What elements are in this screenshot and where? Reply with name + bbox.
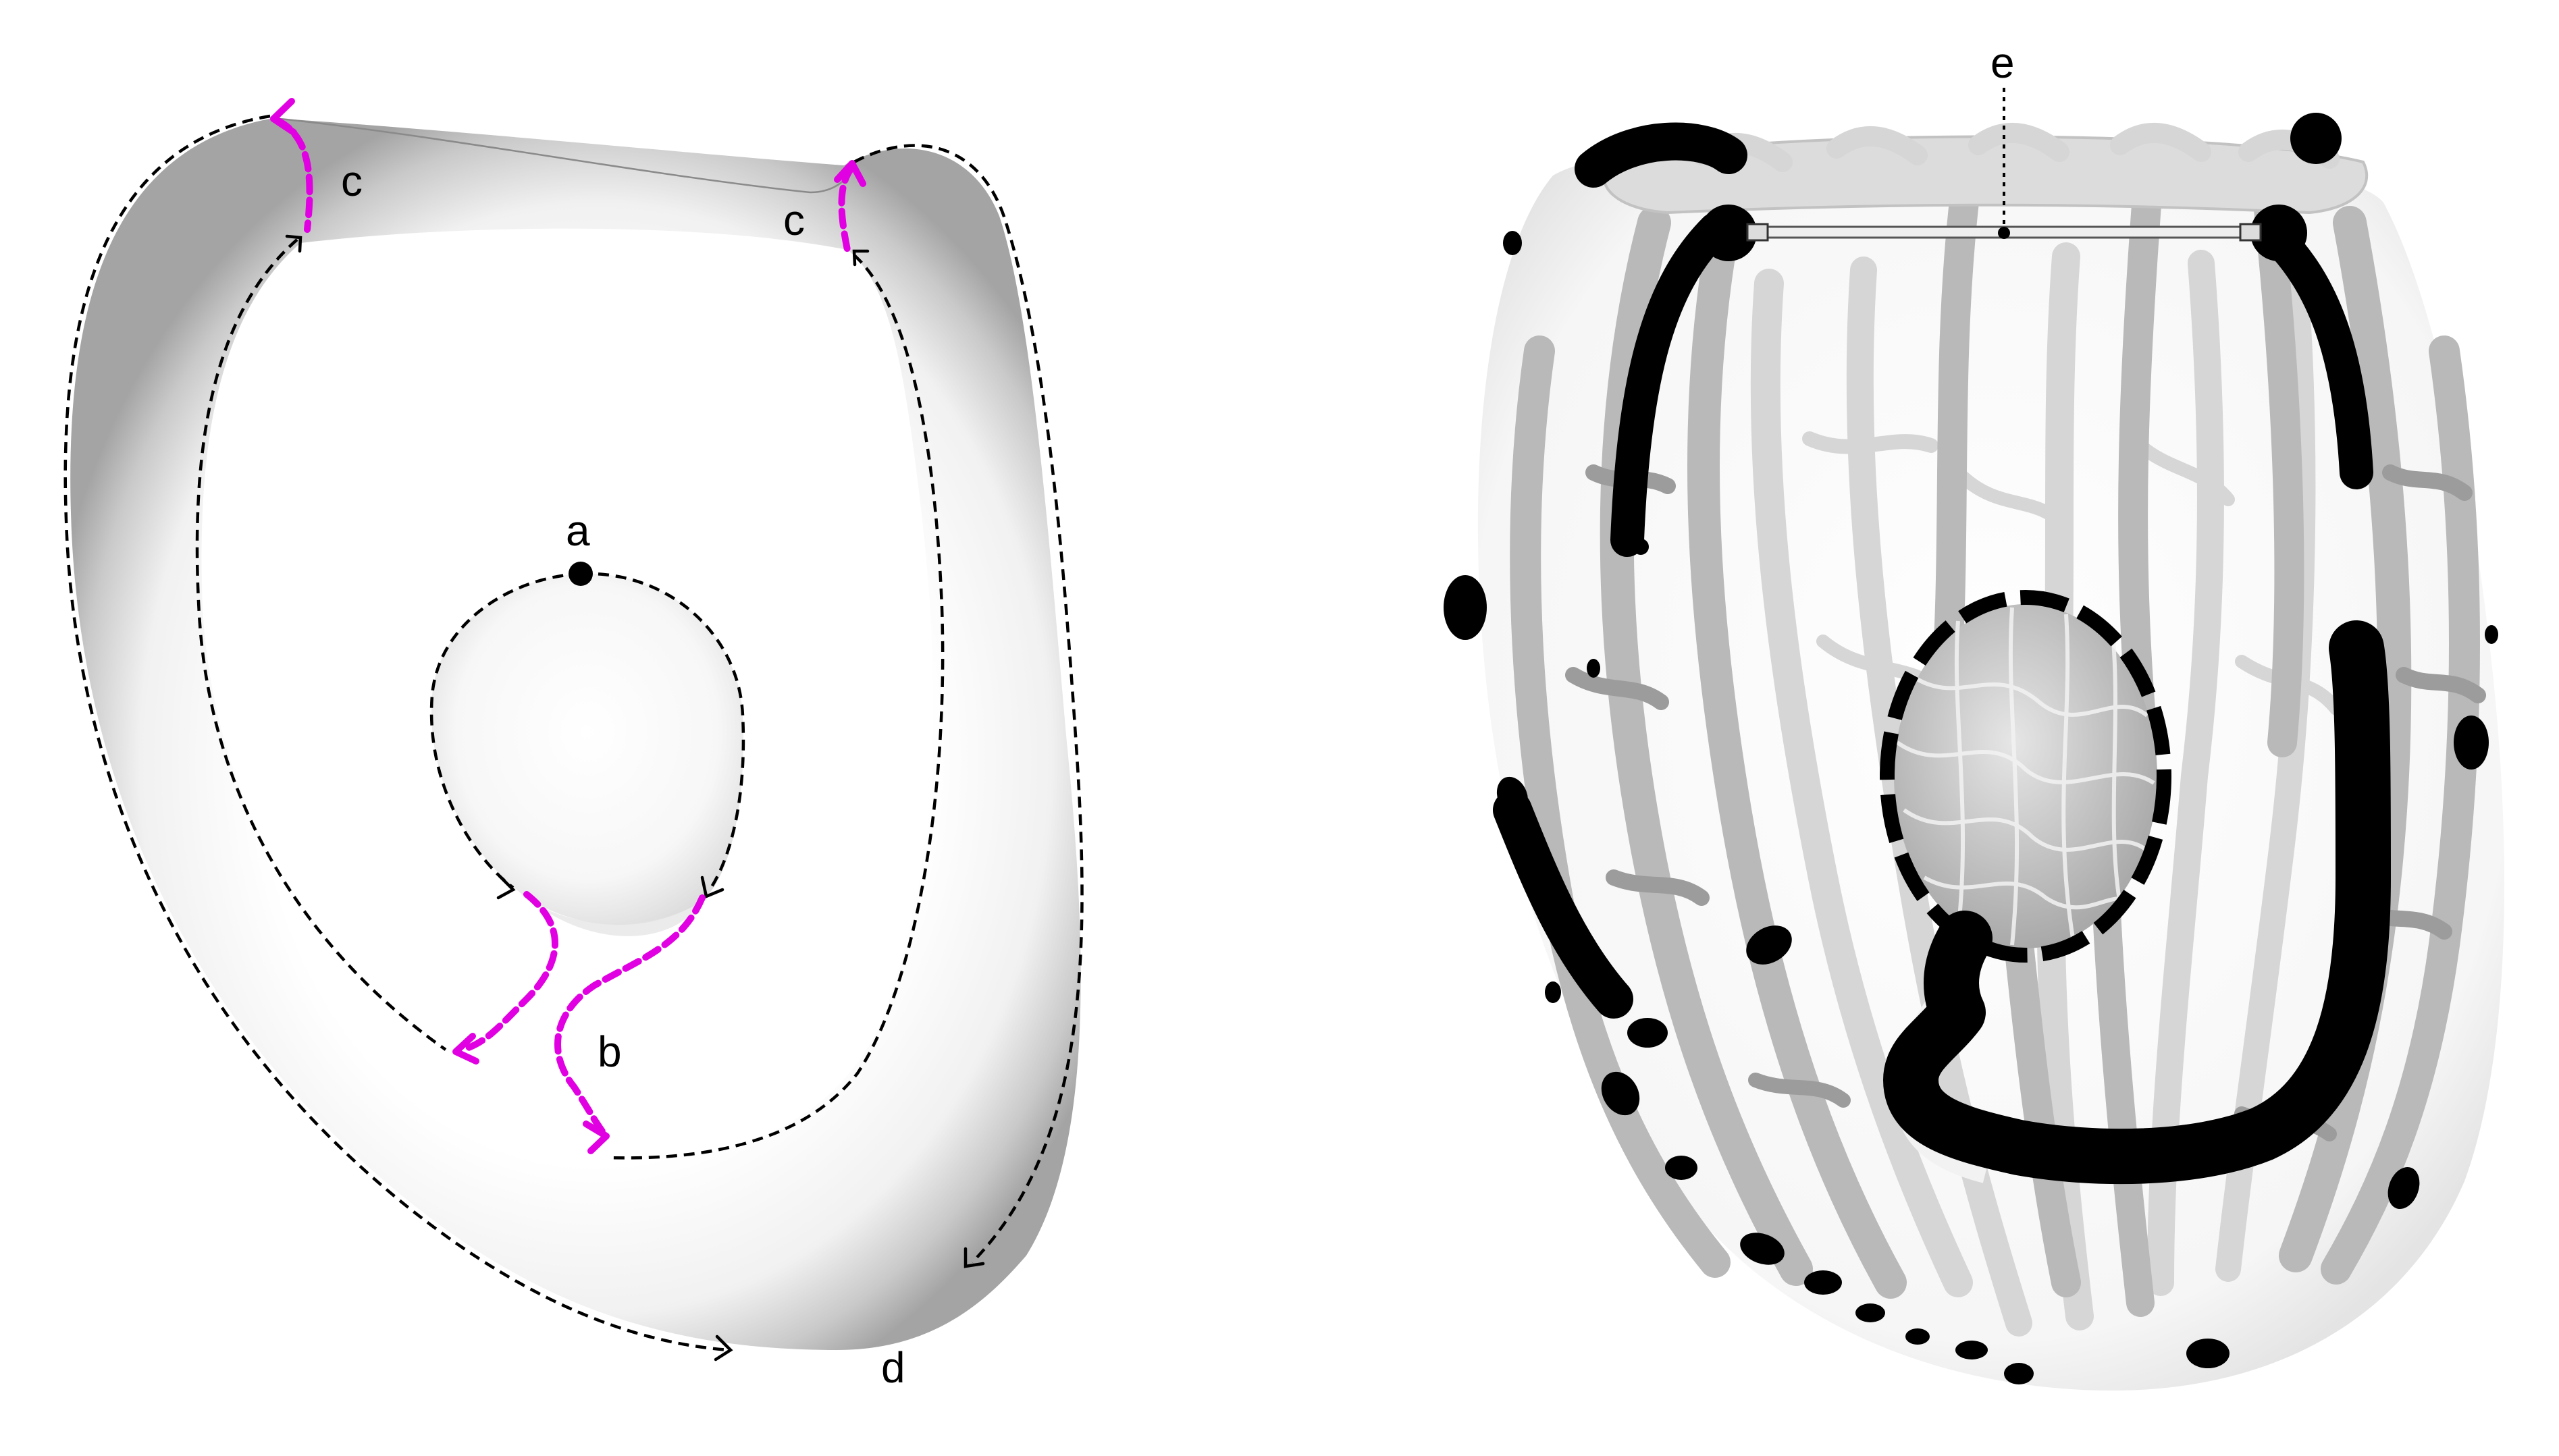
label-d: d	[881, 1343, 905, 1392]
hole-right-arrow	[700, 875, 724, 899]
top-left-anchor	[1700, 205, 1757, 261]
crossbar-midpoint	[1998, 227, 2010, 239]
far-top-right-anchor	[2290, 113, 2342, 164]
left-surface-diagram: a b c c d	[63, 98, 1084, 1392]
crossbar-right-clip	[2239, 223, 2262, 242]
j-marker	[1883, 620, 2391, 1185]
label-c-right: c	[783, 196, 805, 244]
seam-b-left	[459, 891, 558, 1053]
top-edge	[273, 117, 855, 194]
hole-left-arrow	[496, 874, 516, 900]
central-hole	[431, 573, 743, 925]
seam-b-right-arrow	[583, 1121, 610, 1154]
label-c-left: c	[341, 157, 363, 205]
sphere-dashed-outline	[1880, 590, 2171, 963]
right-dashed-path	[853, 144, 1084, 1264]
seam-c-right	[838, 164, 855, 253]
right-dashed-arrow	[964, 1247, 985, 1268]
inner-right-arrow	[852, 249, 870, 267]
seam-b-left-arrow	[452, 1033, 479, 1064]
inner-left-dashed-path	[195, 238, 447, 1051]
right-scaffold-diagram: e	[1444, 38, 2505, 1391]
top-right-anchor	[2250, 205, 2307, 261]
outer-dashed-arrow	[714, 1334, 733, 1361]
central-sphere	[1880, 590, 2171, 963]
left-corner-marker	[1610, 213, 1732, 557]
label-a: a	[566, 506, 590, 555]
top-rim	[1602, 135, 2369, 215]
top-left-band	[1575, 122, 1747, 188]
label-e: e	[1990, 38, 2015, 87]
seam-c-left-arrow	[270, 98, 297, 136]
seam-c-right-arrow	[834, 160, 866, 187]
inner-left-arrow	[285, 234, 302, 253]
hole-dashed-outline	[429, 572, 581, 889]
hole-shadow	[527, 898, 702, 936]
outer-dashed-path	[63, 114, 730, 1352]
point-a	[569, 562, 593, 586]
crossbar-left-clip	[1746, 223, 1769, 242]
scattered-markers	[1444, 231, 2498, 1384]
inner-right-dashed-path	[607, 254, 945, 1160]
seam-b-right	[554, 894, 706, 1137]
front-vessels	[1565, 464, 2486, 1141]
label-b: b	[598, 1027, 622, 1076]
hole-dashed-outline-right	[580, 572, 745, 892]
mid-vessels	[1510, 181, 2480, 1317]
